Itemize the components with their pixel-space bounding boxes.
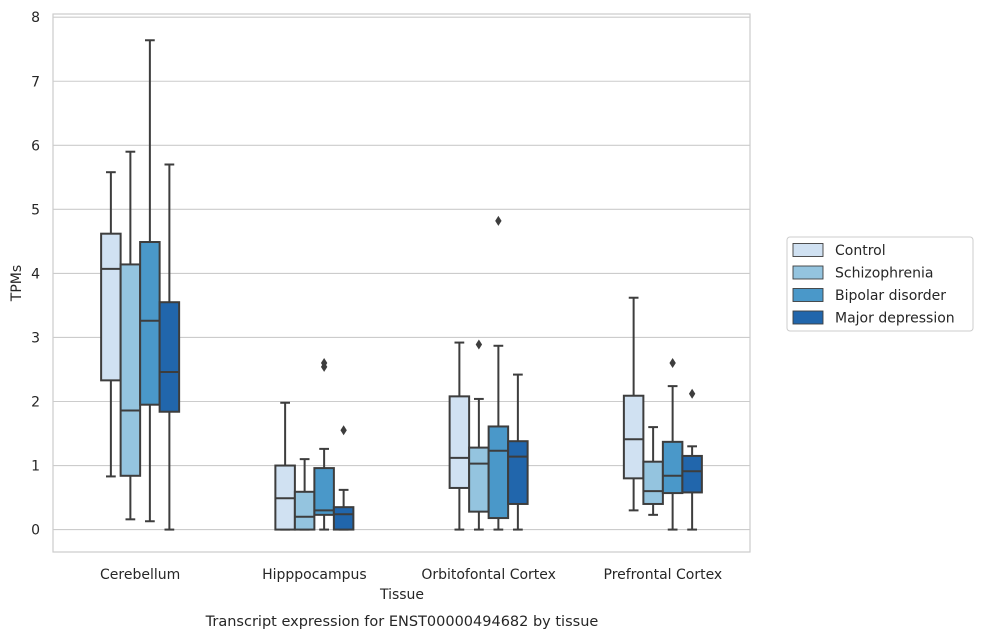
y-tick-label-0: 0 (31, 523, 40, 539)
box-body (622, 394, 645, 480)
legend-frame (786, 236, 974, 332)
outlier-point (669, 358, 676, 369)
box-body (119, 263, 142, 477)
box-1-1 (100, 171, 122, 478)
outlier-point (340, 425, 347, 436)
legend: Control Schizophrenia Bipolar disorder Majo… (786, 236, 974, 332)
box-body (139, 241, 161, 406)
box-body (448, 395, 471, 489)
box-body (642, 460, 664, 505)
y-tick-labels: 0 1 2 3 4 5 6 7 8 (31, 10, 40, 538)
box-4-3 (507, 373, 529, 531)
box-body (332, 506, 355, 531)
box-2-2 (293, 458, 316, 531)
box-4-2 (332, 425, 355, 531)
y-tick-label-6: 6 (31, 138, 40, 154)
box-body (293, 490, 316, 531)
y-tick-label-2: 2 (31, 394, 40, 410)
y-tick-label-7: 7 (31, 74, 40, 90)
y-tick-label-8: 8 (31, 10, 40, 26)
box-body (100, 232, 122, 382)
legend-swatch (792, 265, 824, 280)
box-4-4 (681, 388, 703, 531)
legend-label: Control (835, 243, 886, 259)
y-tick-label-4: 4 (31, 266, 40, 282)
y-tick-label-3: 3 (31, 330, 40, 346)
plot-frame (52, 13, 751, 553)
legend-label: Bipolar disorder (835, 288, 946, 304)
legend-item-1: Control (792, 243, 886, 259)
box-body (681, 454, 703, 494)
box-body (158, 301, 181, 413)
y-tick-label-1: 1 (31, 459, 40, 475)
x-tick-label-1: Cerebellum (100, 567, 180, 583)
legend-swatch (792, 243, 824, 257)
box-3-4 (661, 358, 684, 531)
box-body (313, 467, 335, 516)
box-body (468, 446, 490, 513)
y-tick-label-5: 5 (31, 202, 40, 218)
outlier-point (475, 339, 483, 350)
x-axis-label: Tissue (379, 587, 424, 603)
box-3-2 (313, 358, 335, 531)
box-1-3 (448, 341, 471, 531)
box-3-3 (487, 215, 510, 531)
x-tick-labels: Cerebellum Hipppocampus Orbitofontal Corte… (100, 567, 722, 583)
box-2-4 (642, 426, 664, 516)
legend-item-4: Major depression (792, 310, 955, 327)
x-tick-label-4: Prefrontal Cortex (604, 567, 723, 583)
box-body (507, 440, 529, 505)
outlier-point (688, 388, 696, 399)
box-layer (100, 39, 703, 531)
legend-label: Schizophrenia (835, 266, 933, 282)
y-axis-label: TPMs (9, 265, 25, 302)
x-tick-label-3: Orbitofontal Cortex (421, 567, 556, 583)
legend-label: Major depression (835, 311, 955, 327)
legend-item-2: Schizophrenia (792, 265, 933, 282)
box-body (661, 440, 684, 495)
box-4-1 (158, 163, 181, 531)
box-2-3 (468, 339, 490, 531)
box-3-1 (139, 39, 161, 523)
outlier-point (320, 358, 328, 369)
x-tick-label-2: Hipppocampus (262, 567, 367, 583)
legend-swatch (792, 310, 824, 325)
chart-caption: Transcript expression for ENST0000049468… (205, 614, 599, 630)
outlier-point (495, 215, 502, 226)
box-body (487, 425, 510, 520)
legend-item-3: Bipolar disorder (792, 288, 946, 304)
box-1-4 (622, 296, 645, 512)
box-2-1 (119, 150, 142, 521)
legend-swatch (792, 288, 824, 302)
box-1-2 (274, 401, 296, 531)
